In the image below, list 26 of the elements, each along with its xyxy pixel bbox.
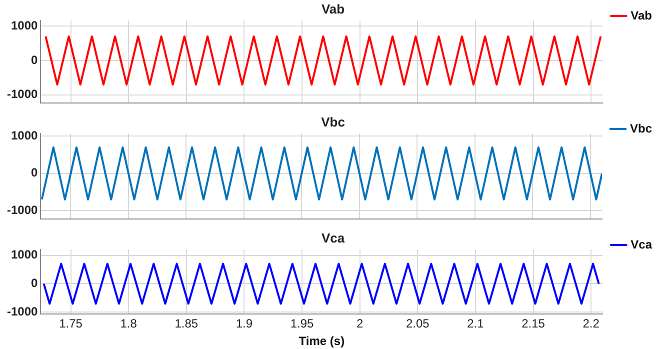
y-tick-label: 0 <box>31 276 38 290</box>
chart-title: Vca <box>321 230 346 246</box>
y-tick-label: -1000 <box>6 87 38 102</box>
y-tick-label: 1000 <box>10 248 38 262</box>
y-tick-label: 1000 <box>10 128 38 143</box>
x-tick-label: 1.85 <box>174 316 198 331</box>
y-tick-label: 0 <box>31 52 38 67</box>
y-tick-label: -1000 <box>6 304 38 319</box>
x-tick-label: 1.8 <box>120 316 138 331</box>
y-tick-label: 0 <box>31 166 38 180</box>
x-tick-label: 1.9 <box>236 316 253 331</box>
x-tick-label: 2.15 <box>522 316 546 331</box>
chart-title: Vbc <box>321 114 345 130</box>
x-tick-label: 1.95 <box>290 316 314 331</box>
x-tick-label: 2.05 <box>406 316 430 331</box>
x-axis-title: Time (s) <box>298 334 345 348</box>
legend-label: Vab <box>630 8 652 22</box>
x-tick-label: 1.75 <box>59 316 83 331</box>
y-tick-label: 1000 <box>10 18 38 32</box>
chart-title: Vab <box>321 1 345 16</box>
y-tick-label: -1000 <box>6 202 38 217</box>
legend-label: Vbc <box>630 121 652 136</box>
x-tick-label: 2.2 <box>582 316 600 331</box>
legend-label: Vca <box>630 237 652 252</box>
x-tick-label: 2 <box>356 316 364 331</box>
x-tick-label: 2.1 <box>467 316 484 331</box>
